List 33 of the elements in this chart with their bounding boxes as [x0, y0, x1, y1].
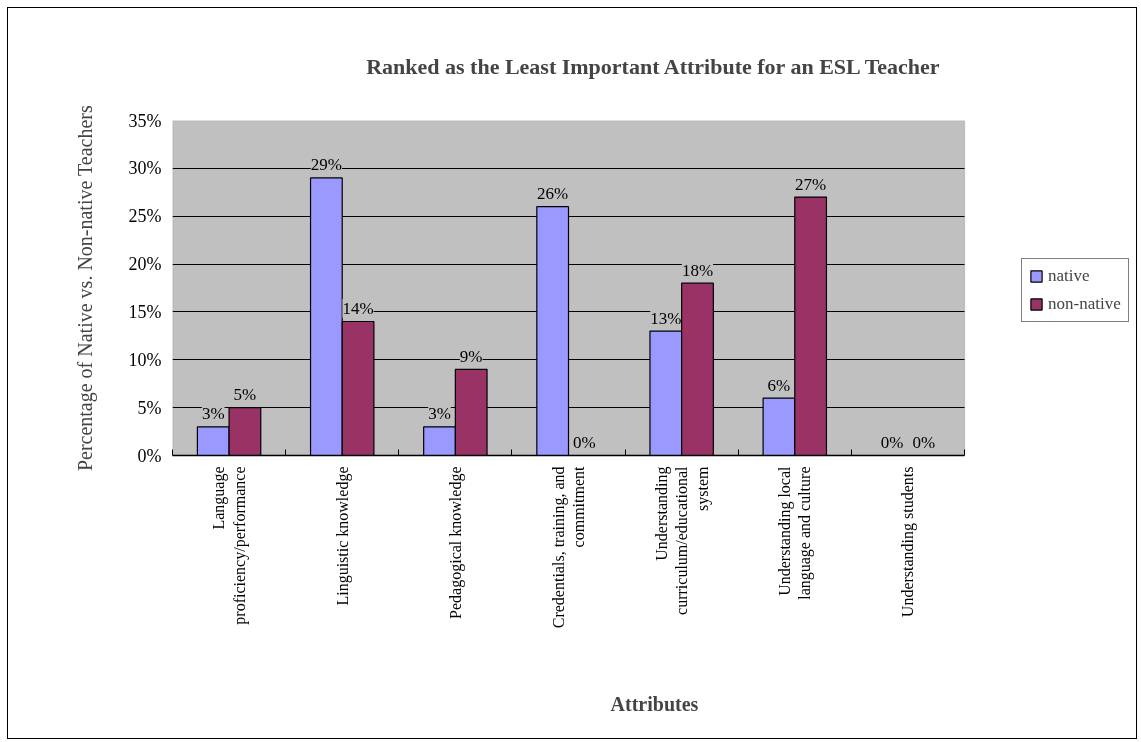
- x-tick-label: Understanding students: [899, 466, 918, 618]
- y-tick-label: 10%: [128, 349, 162, 370]
- y-tick-label: 15%: [128, 301, 162, 322]
- x-tick-label: Language proficiency/performance: [210, 466, 249, 625]
- x-tick-label: Credentials, training, and commitment: [549, 465, 588, 629]
- data-label: 27%: [795, 174, 827, 194]
- y-tick-label: 20%: [128, 254, 162, 275]
- data-label: 18%: [681, 260, 714, 280]
- data-label: 13%: [650, 308, 682, 328]
- x-tick-label: Understanding curriculum/educational system: [652, 465, 712, 615]
- y-tick-label: 25%: [128, 206, 162, 227]
- data-label: 0%: [912, 433, 936, 452]
- x-axis-title: Attributes: [610, 693, 699, 716]
- data-label: 3%: [201, 404, 225, 424]
- y-axis-title: Percentage of Native vs. Non-native Teachers: [73, 105, 97, 472]
- chart-title: Ranked as the Least Important Attribute for an ESL Teacher: [366, 53, 940, 79]
- y-tick-label: 30%: [128, 158, 162, 179]
- data-label: 5%: [233, 385, 257, 405]
- data-label: 0%: [880, 433, 904, 452]
- data-label: 26%: [537, 184, 569, 204]
- legend-label: non-native: [1048, 293, 1121, 314]
- y-tick-label: 0%: [137, 445, 162, 466]
- data-label: 6%: [767, 375, 791, 395]
- y-tick-label: 35%: [128, 110, 162, 131]
- data-label: 9%: [459, 346, 483, 366]
- x-tick-label: Pedagogical knowledge: [446, 466, 465, 619]
- x-tick-label: Linguistic knowledge: [333, 466, 352, 606]
- data-label: 0%: [573, 433, 596, 452]
- data-label: 14%: [342, 299, 374, 318]
- y-tick-label: 5%: [137, 397, 162, 418]
- legend-label: native: [1048, 265, 1090, 286]
- data-label: 3%: [428, 404, 451, 424]
- data-label: 29%: [310, 155, 342, 175]
